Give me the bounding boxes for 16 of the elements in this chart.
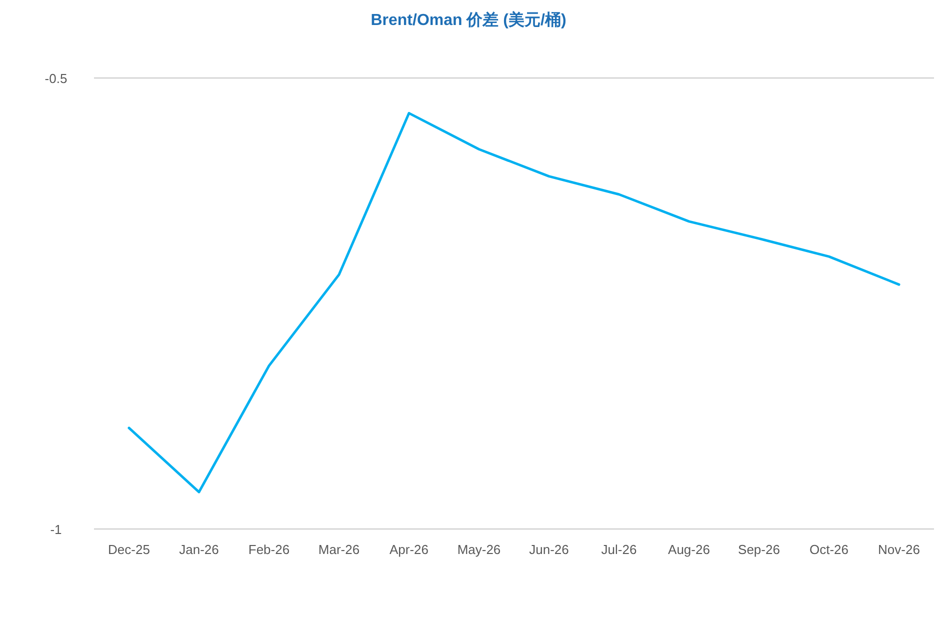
x-tick-label: Nov-26 <box>878 542 920 557</box>
line-series <box>128 112 900 494</box>
chart-title: Brent/Oman 价差 (美元/桶) <box>370 10 566 29</box>
x-tick-label: May-26 <box>457 542 501 557</box>
x-tick-label: Sep-26 <box>738 542 780 557</box>
x-tick-label: Aug-26 <box>668 542 710 557</box>
x-tick-label: Dec-25 <box>108 542 150 557</box>
x-tick-label: Jun-26 <box>529 542 569 557</box>
x-tick-label: Feb-26 <box>248 542 290 557</box>
y-tick-label: -0.5 <box>44 71 68 86</box>
x-tick-label: Jan-26 <box>179 542 219 557</box>
x-tick-label: Apr-26 <box>389 542 429 557</box>
y-tick-label: -1 <box>50 522 62 537</box>
x-tick-label: Mar-26 <box>318 542 360 557</box>
x-tick-label: Jul-26 <box>601 542 637 557</box>
x-tick-label: Oct-26 <box>809 542 849 557</box>
